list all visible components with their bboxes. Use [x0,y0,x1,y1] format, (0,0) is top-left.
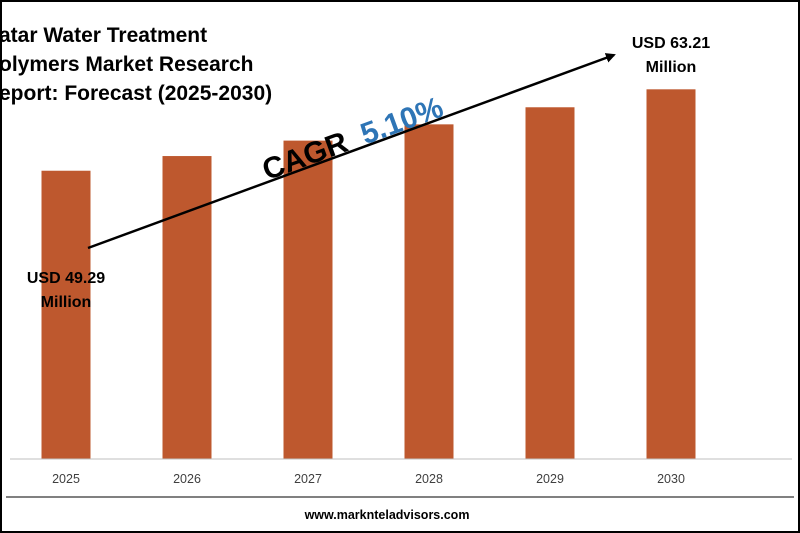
last-value-label-line-2: Million [646,59,697,76]
chart-title-line-1: atar Water Treatment [0,24,207,47]
first-value-label-line-1: USD 49.29 [27,270,105,287]
x-tick-label-2027: 2027 [294,472,322,486]
bar-2028 [404,124,454,459]
x-tick-label-2025: 2025 [52,472,80,486]
x-tick-label-2029: 2029 [536,472,564,486]
x-tick-label-2028: 2028 [415,472,443,486]
bar-2030 [646,89,696,460]
bar-2025 [41,170,91,459]
bar-2027 [283,140,333,459]
first-value-label-line-2: Million [41,294,92,311]
x-tick-labels: 2025 2026 2027 2028 2029 2030 [52,472,685,486]
x-tick-label-2030: 2030 [657,472,685,486]
last-value-label-line-1: USD 63.21 [632,35,710,52]
bars-group [41,89,696,460]
bar-2026 [162,156,212,460]
bar-2029 [525,107,575,459]
cagr-arrow [87,53,616,250]
chart-title-line-3: eport: Forecast (2025-2030) [0,82,272,105]
x-tick-label-2026: 2026 [173,472,201,486]
chart-title-line-2: olymers Market Research [0,53,253,76]
footer-url: www.marknteladvisors.com [304,508,470,522]
